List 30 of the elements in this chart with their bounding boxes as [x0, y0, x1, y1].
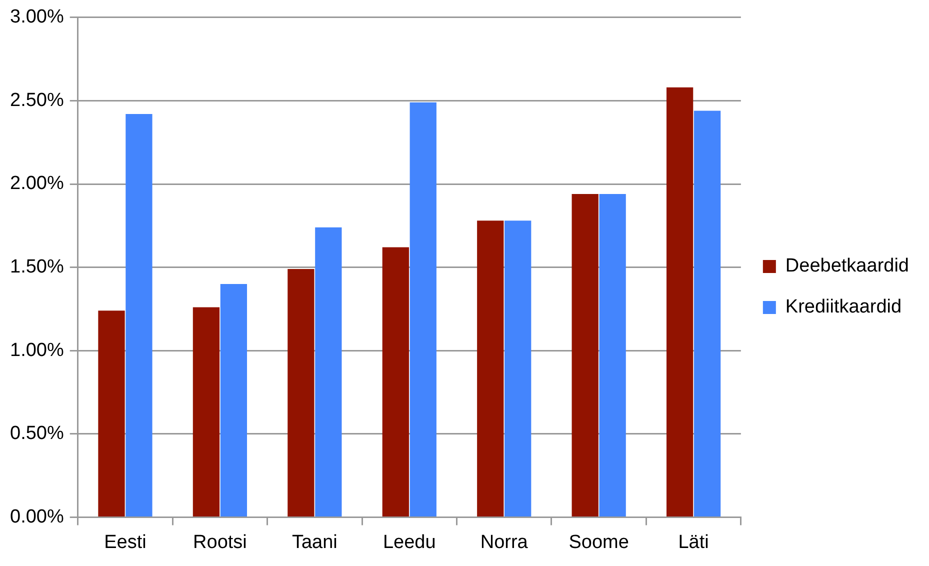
y-tick-label: 2.00% — [10, 173, 64, 194]
bar — [220, 284, 248, 516]
bar — [666, 87, 694, 516]
bar — [192, 307, 220, 516]
x-tick-label: Eesti — [104, 532, 146, 553]
bar — [572, 194, 598, 516]
bar — [315, 227, 342, 516]
y-tick-label: 0.50% — [10, 423, 64, 444]
bar — [410, 102, 436, 516]
bar — [477, 220, 504, 516]
bar — [382, 247, 409, 516]
x-tick-label: Soome — [568, 532, 629, 553]
bar — [98, 310, 125, 516]
bar — [288, 268, 314, 516]
x-tick-label: Läti — [678, 532, 709, 553]
y-tick-label: 3.00% — [10, 6, 64, 28]
y-tick-label: 1.50% — [10, 256, 64, 278]
legend-label: Deebetkaardid — [785, 256, 910, 277]
bar — [599, 194, 626, 516]
y-tick-label: 1.00% — [10, 340, 64, 361]
legend-label: Krediitkaardid — [785, 296, 902, 318]
y-tick-label: 0.00% — [10, 506, 64, 528]
y-tick-label: 2.50% — [10, 90, 64, 111]
x-tick-label: Taani — [292, 532, 338, 553]
bar — [504, 220, 532, 516]
x-tick-label: Norra — [480, 532, 528, 553]
x-tick-label: Leedu — [382, 532, 436, 553]
bar — [126, 114, 152, 516]
bar — [694, 110, 721, 516]
x-tick-label: Rootsi — [193, 532, 247, 553]
